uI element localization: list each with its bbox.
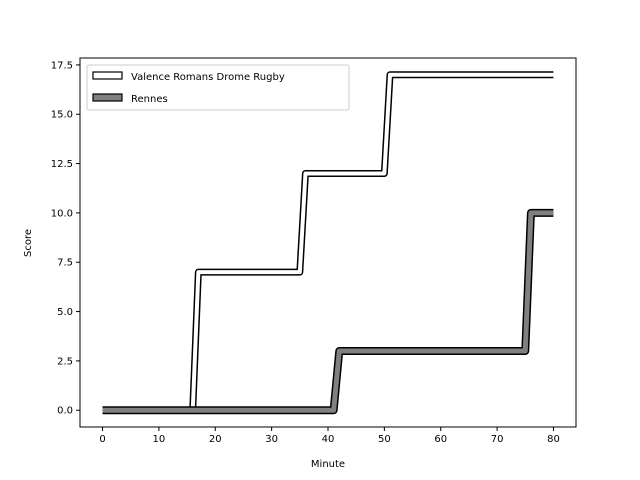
legend-frame xyxy=(86,64,350,111)
x-tick-label: 40 xyxy=(322,434,335,445)
x-tick-label: 30 xyxy=(265,434,278,445)
legend: Valence Romans Drome Rugby Rennes xyxy=(86,64,350,111)
y-tick-label: 7.5 xyxy=(57,258,73,269)
y-axis: 0.0 2.5 5.0 7.5 10.0 12.5 15.0 17.5 xyxy=(51,60,80,417)
series-1-line xyxy=(102,210,554,413)
y-tick-label: 5.0 xyxy=(57,307,73,318)
x-axis-label: Minute xyxy=(311,459,345,470)
legend-label-valence: Valence Romans Drome Rugby xyxy=(131,72,285,83)
series-0-line xyxy=(102,72,554,413)
legend-swatch-rennes xyxy=(92,93,123,102)
x-tick-label: 10 xyxy=(153,434,166,445)
y-tick-label: 0.0 xyxy=(57,406,73,417)
legend-label-rennes: Rennes xyxy=(131,94,168,105)
x-tick-label: 50 xyxy=(378,434,391,445)
y-axis-label: Score xyxy=(23,229,34,257)
x-tick-label: 80 xyxy=(547,434,560,445)
x-tick-label: 60 xyxy=(434,434,447,445)
x-axis: 0 10 20 30 40 50 60 70 80 xyxy=(99,427,560,445)
y-tick-label: 10.0 xyxy=(51,208,73,219)
y-tick-label: 12.5 xyxy=(51,159,73,170)
legend-swatch-valence xyxy=(92,71,123,80)
x-tick-label: 0 xyxy=(99,434,105,445)
series-layer xyxy=(102,71,554,415)
y-tick-label: 17.5 xyxy=(51,60,73,71)
y-tick-label: 2.5 xyxy=(57,356,73,367)
y-tick-label: 15.0 xyxy=(51,110,73,121)
x-tick-label: 70 xyxy=(491,434,504,445)
x-tick-label: 20 xyxy=(209,434,222,445)
